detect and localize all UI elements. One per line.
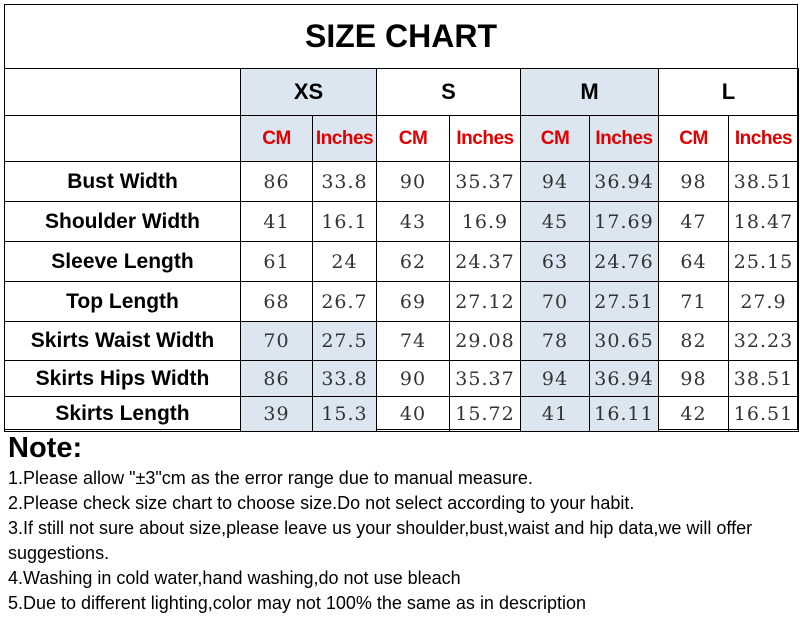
note-title: Note: (8, 432, 83, 464)
unit-header-inches: Inches (589, 115, 659, 162)
value-cell: 24.76 (589, 241, 659, 282)
row-label: Bust Width (4, 161, 241, 202)
value-cell: 15.3 (312, 396, 377, 432)
value-cell: 29.08 (449, 321, 521, 361)
unit-header-cm: CM (658, 115, 729, 162)
table-row: Sleeve Length 61 24 62 24.37 63 24.76 64 25.15 (4, 241, 799, 282)
value-cell: 40 (376, 396, 450, 432)
value-cell: 94 (520, 360, 590, 397)
size-header-row: XS S M L (4, 68, 799, 116)
value-cell: 47 (658, 201, 729, 242)
size-header-m: M (520, 68, 659, 116)
value-cell: 36.94 (589, 360, 659, 397)
table-row: Shoulder Width 41 16.1 43 16.9 45 17.69 47 18.47 (4, 201, 799, 242)
value-cell: 64 (658, 241, 729, 282)
value-cell: 42 (658, 396, 729, 432)
corner-cell (4, 115, 241, 162)
value-cell: 86 (240, 161, 313, 202)
value-cell: 25.15 (728, 241, 799, 282)
value-cell: 38.51 (728, 360, 799, 397)
value-cell: 82 (658, 321, 729, 361)
unit-header-row: CM Inches CM Inches CM Inches CM Inches (4, 115, 799, 162)
value-cell: 70 (240, 321, 313, 361)
value-cell: 94 (520, 161, 590, 202)
value-cell: 27.12 (449, 281, 521, 322)
unit-header-cm: CM (240, 115, 313, 162)
value-cell: 86 (240, 360, 313, 397)
value-cell: 26.7 (312, 281, 377, 322)
value-cell: 32.23 (728, 321, 799, 361)
value-cell: 15.72 (449, 396, 521, 432)
value-cell: 24 (312, 241, 377, 282)
value-cell: 62 (376, 241, 450, 282)
value-cell: 30.65 (589, 321, 659, 361)
value-cell: 33.8 (312, 161, 377, 202)
size-table: XS S M L CM Inches CM Inches CM Inches C… (4, 68, 799, 432)
unit-header-inches: Inches (312, 115, 377, 162)
value-cell: 16.9 (449, 201, 521, 242)
notes-section: Note: 1.Please allow "±3"cm as the error… (8, 430, 798, 616)
note-item: 4.Washing in cold water,hand washing,do … (8, 568, 461, 588)
unit-header-inches: Inches (728, 115, 799, 162)
value-cell: 90 (376, 360, 450, 397)
unit-header-cm: CM (376, 115, 450, 162)
value-cell: 18.47 (728, 201, 799, 242)
value-cell: 90 (376, 161, 450, 202)
note-item: 5.Due to different lighting,color may no… (8, 593, 586, 613)
value-cell: 69 (376, 281, 450, 322)
row-label: Sleeve Length (4, 241, 241, 282)
size-header-xs: XS (240, 68, 377, 116)
value-cell: 27.51 (589, 281, 659, 322)
value-cell: 41 (520, 396, 590, 432)
value-cell: 36.94 (589, 161, 659, 202)
row-label: Skirts Waist Width (4, 321, 241, 361)
chart-title: SIZE CHART (305, 17, 497, 54)
unit-header-cm: CM (520, 115, 590, 162)
table-row: Top Length 68 26.7 69 27.12 70 27.51 71 27.9 (4, 281, 799, 322)
row-label: Skirts Hips Width (4, 360, 241, 397)
value-cell: 17.69 (589, 201, 659, 242)
corner-cell (4, 68, 241, 116)
value-cell: 16.11 (589, 396, 659, 432)
value-cell: 74 (376, 321, 450, 361)
value-cell: 41 (240, 201, 313, 242)
value-cell: 61 (240, 241, 313, 282)
table-row: Bust Width 86 33.8 90 35.37 94 36.94 98 38.51 (4, 161, 799, 202)
value-cell: 71 (658, 281, 729, 322)
value-cell: 38.51 (728, 161, 799, 202)
value-cell: 43 (376, 201, 450, 242)
unit-header-inches: Inches (449, 115, 521, 162)
value-cell: 24.37 (449, 241, 521, 282)
value-cell: 16.51 (728, 396, 799, 432)
value-cell: 78 (520, 321, 590, 361)
note-item: 1.Please allow "±3"cm as the error range… (8, 468, 533, 488)
note-item: 2.Please check size chart to choose size… (8, 493, 635, 513)
size-header-l: L (658, 68, 799, 116)
row-label: Top Length (4, 281, 241, 322)
table-row: Skirts Hips Width 86 33.8 90 35.37 94 36.94 98 3… (4, 360, 799, 397)
value-cell: 16.1 (312, 201, 377, 242)
table-row: Skirts Length 39 15.3 40 15.72 41 16.11 42 16.51 (4, 396, 799, 432)
value-cell: 33.8 (312, 360, 377, 397)
value-cell: 70 (520, 281, 590, 322)
table-row: Skirts Waist Width 70 27.5 74 29.08 78 30.65 82… (4, 321, 799, 361)
row-label: Skirts Length (4, 396, 241, 432)
row-label: Shoulder Width (4, 201, 241, 242)
note-item: 3.If still not sure about size,please le… (8, 518, 753, 563)
value-cell: 98 (658, 161, 729, 202)
value-cell: 27.5 (312, 321, 377, 361)
value-cell: 35.37 (449, 161, 521, 202)
value-cell: 27.9 (728, 281, 799, 322)
value-cell: 63 (520, 241, 590, 282)
value-cell: 35.37 (449, 360, 521, 397)
value-cell: 39 (240, 396, 313, 432)
value-cell: 98 (658, 360, 729, 397)
size-header-s: S (376, 68, 521, 116)
value-cell: 68 (240, 281, 313, 322)
value-cell: 45 (520, 201, 590, 242)
